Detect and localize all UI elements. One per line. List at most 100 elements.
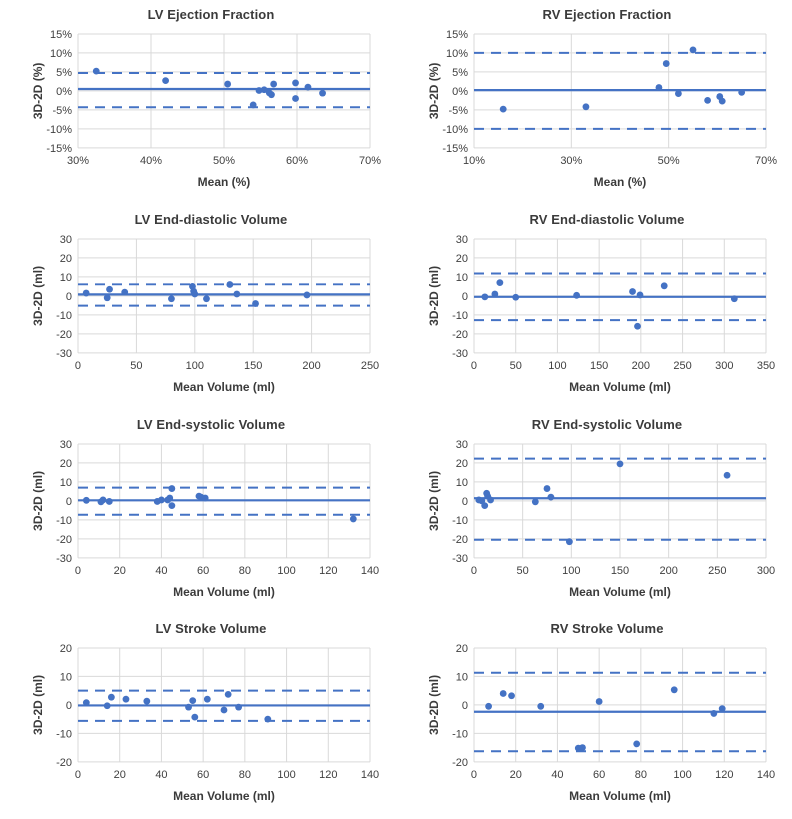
x-axis-label: Mean Volume (ml) [173,584,275,598]
x-tick-label: 100 [277,769,295,781]
data-point [162,77,170,85]
data-point [203,696,211,703]
x-tick-label: 300 [757,564,775,576]
data-point [255,87,263,94]
y-tick-label: 30 [456,234,468,246]
data-point [319,89,326,97]
y-tick-label: 20 [456,457,468,469]
y-tick-label: -10 [56,514,72,526]
data-point [565,537,573,545]
y-tick-label: -10% [46,124,72,136]
chart-title: LV Ejection Fraction [147,7,275,22]
chart-title: LV End-systolic Volume [136,416,286,432]
x-axis-label: Mean Volume (ml) [569,380,671,394]
y-tick-label: 0 [462,291,468,303]
y-tick-label: 10 [60,272,72,284]
data-point [107,694,115,701]
y-tick-label: 20 [60,457,72,469]
chart-title: RV End-systolic Volume [531,416,683,432]
y-tick-label: -10 [452,729,468,741]
y-tick-label: 15% [446,29,468,41]
data-points [82,691,272,723]
data-point [168,295,175,302]
y-tick-label: 30 [456,438,468,450]
x-tick-label: 150 [611,564,629,576]
data-point [252,299,259,307]
panel-lv-stroke-volume: LV Stroke Volume 20 10 0 -10 -20 0 20 40 60 80 100… [0,614,396,819]
data-point [499,105,507,113]
x-tick-label: 80 [635,769,647,781]
y-tick-label: 0 [462,700,468,712]
data-point [249,101,257,109]
y-tick-label: 10 [456,672,468,684]
y-tick-label: 0% [56,86,72,98]
panel-lv-ejection-fraction: LV Ejection Fraction 15% 10% 5% 0% -5% -10% -1… [0,0,396,205]
x-tick-label: 120 [319,564,337,576]
x-tick-label: 100 [548,360,566,372]
y-tick-label: 5% [56,67,72,79]
data-point [185,704,192,711]
x-tick-label: 60 [197,769,209,781]
y-tick-label: 10 [456,476,468,488]
y-tick-label: 0 [66,291,72,303]
data-point [224,691,232,699]
data-point [143,698,151,705]
data-point [103,702,111,710]
x-axis-label: Mean Volume (ml) [569,789,671,803]
y-tick-label: 15% [50,29,72,41]
data-point [508,692,515,700]
y-tick-label: 0 [462,495,468,507]
data-point [547,493,555,500]
data-point [595,698,603,706]
y-tick-label: -20 [56,533,72,545]
data-point [491,290,499,298]
y-tick-label: -20 [452,329,468,341]
chart-title: RV Ejection Fraction [542,7,672,22]
data-point [718,705,726,713]
data-point [191,290,199,298]
data-point [226,280,234,288]
data-point [670,686,678,694]
y-tick-label: 20 [60,253,72,265]
x-tick-label: 200 [632,360,650,372]
data-point [689,46,697,54]
data-point [92,67,100,75]
data-point [158,496,165,503]
y-tick-label: -30 [56,348,72,360]
y-tick-labels: 30 20 10 0 -10 -20 -30 [452,438,468,564]
x-tick-label: 100 [186,360,204,372]
x-tick-label: 100 [673,769,691,781]
y-tick-label: -30 [452,552,468,564]
data-point [710,710,718,718]
data-point [303,291,311,299]
data-point [106,285,113,293]
y-tick-label: -20 [56,329,72,341]
data-point [616,459,624,467]
data-point [543,484,551,492]
y-tick-labels: 30 20 10 0 -10 -20 -30 [56,438,72,564]
y-axis-label: 3D-2D (%) [31,63,45,120]
y-tick-label: 10% [446,48,468,60]
data-point [662,60,670,67]
y-tick-label: -15% [442,143,468,155]
x-tick-label: 30% [560,155,582,167]
x-tick-label: 60 [197,564,209,576]
y-axis-label: 3D-2D (ml) [31,266,45,326]
data-points [92,67,326,109]
x-tick-label: 40 [155,769,167,781]
x-tick-label: 80 [239,769,251,781]
x-tick-label: 40 [551,769,563,781]
chart-title: LV Stroke Volume [155,621,267,637]
chart-title: LV End-diastolic Volume [134,211,288,227]
data-point [582,103,590,111]
x-tick-label: 50 [510,360,522,372]
panel-rv-end-diastolic-volume: RV End-diastolic Volume 30 20 10 0 -10 -20 -30… [396,205,792,410]
data-point [738,89,746,96]
data-points [82,484,357,522]
y-tick-label: 0 [66,495,72,507]
y-tick-label: -30 [56,552,72,564]
